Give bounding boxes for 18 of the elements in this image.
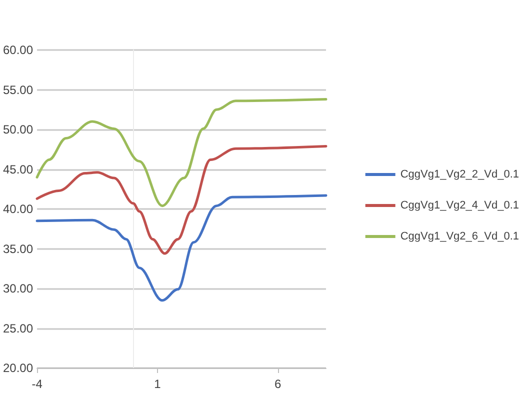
y-tick-label: 30.00 — [3, 282, 34, 296]
legend-label: CggVg1_Vg2_4_Vd_0.1 — [400, 200, 520, 212]
x-tick-label: -4 — [32, 377, 43, 391]
y-tick-label: 55.00 — [3, 82, 34, 97]
legend-label: CggVg1_Vg2_2_Vd_0.1 — [400, 168, 520, 180]
y-tick-label: 25.00 — [3, 321, 34, 336]
x-tick-label: 1 — [154, 377, 162, 391]
y-tick-label: 40.00 — [3, 202, 34, 216]
y-tick-label: 35.00 — [3, 242, 34, 256]
x-tick-label: 6 — [274, 377, 282, 391]
y-tick-label: 50.00 — [3, 122, 34, 136]
legend-label: CggVg1_Vg2_6_Vd_0.1 — [400, 230, 520, 242]
y-tick-label: 20.00 — [3, 361, 34, 375]
y-tick-label: 45.00 — [3, 162, 34, 176]
line-series — [36, 194, 328, 302]
line-series — [36, 144, 328, 255]
y-tick-label: 60.00 — [3, 43, 34, 57]
line-series — [36, 98, 328, 208]
